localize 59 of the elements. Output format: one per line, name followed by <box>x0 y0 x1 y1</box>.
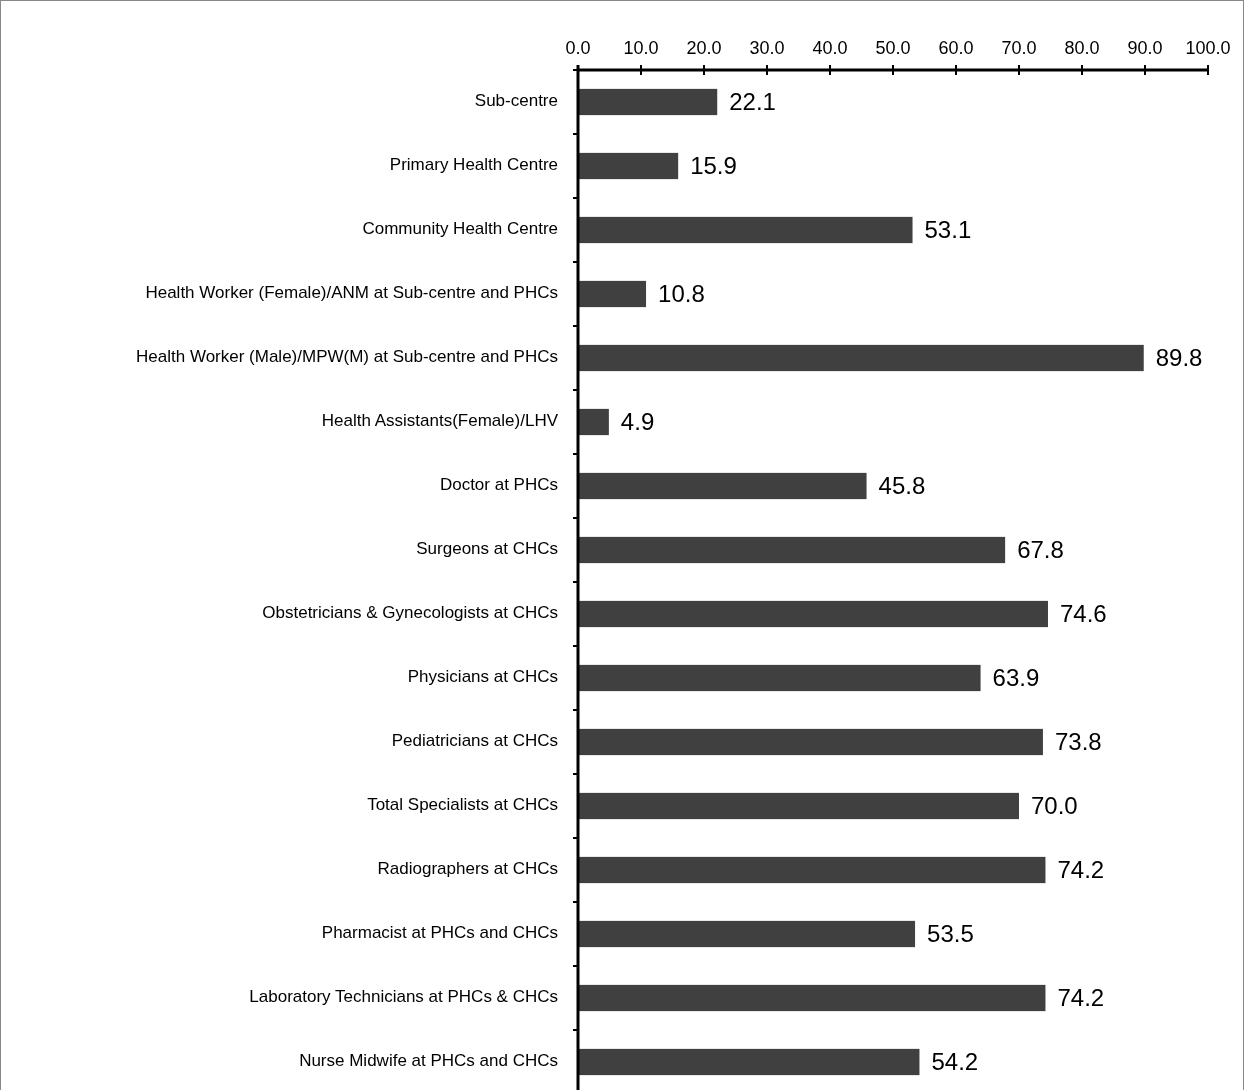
y-tick-label: Pediatricians at CHCs <box>391 731 558 751</box>
bar <box>578 472 867 500</box>
y-tick-label: Surgeons at CHCs <box>416 539 558 559</box>
data-label: 53.1 <box>924 216 972 244</box>
bar <box>578 216 913 244</box>
x-tick-label: 80.0 <box>1064 38 1100 58</box>
y-tick-label: Health Assistants(Female)/LHV <box>321 411 559 431</box>
y-tick-label: Nurse Midwife at PHCs and CHCs <box>299 1051 558 1071</box>
data-label: 89.8 <box>1155 344 1203 372</box>
bar <box>578 88 718 116</box>
data-label: 4.9 <box>620 408 655 436</box>
x-tick-label: 0.0 <box>565 38 591 58</box>
x-tick-label: 20.0 <box>686 38 722 58</box>
y-tick-label: Physicians at CHCs <box>407 667 558 687</box>
data-label: 22.1 <box>729 88 776 116</box>
bar <box>578 280 647 308</box>
x-tick-label: 70.0 <box>1001 38 1037 58</box>
data-label: 73.8 <box>1054 728 1102 756</box>
x-tick-label: 60.0 <box>938 38 974 58</box>
y-tick-label: Radiographers at CHCs <box>377 859 558 879</box>
bar <box>578 920 916 948</box>
bar <box>578 408 609 436</box>
data-label: 67.8 <box>1017 536 1064 564</box>
y-tick-label: Total Specialists at CHCs <box>367 795 558 815</box>
x-tick-label: 10.0 <box>623 38 659 58</box>
y-tick-label: Doctor at PHCs <box>439 475 558 495</box>
x-tick-label: 90.0 <box>1127 38 1163 58</box>
data-label: 15.9 <box>690 152 737 180</box>
y-tick-label: Community Health Centre <box>362 219 558 239</box>
data-label: 63.9 <box>992 664 1040 692</box>
data-label: 10.8 <box>658 280 705 308</box>
y-tick-label: Obstetricians & Gynecologists at CHCs <box>262 603 558 623</box>
y-tick-label: Sub-centre <box>474 91 558 111</box>
y-tick-label: Health Worker (Male)/MPW(M) at Sub-centre and PHCs <box>136 347 558 367</box>
bar <box>578 536 1006 564</box>
data-label: 74.2 <box>1057 856 1105 884</box>
x-tick-label: 30.0 <box>749 38 785 58</box>
data-label: 74.2 <box>1057 984 1105 1012</box>
y-tick-label: Health Worker (Female)/ANM at Sub-centre and PHCs <box>145 283 558 303</box>
bar <box>578 792 1019 820</box>
x-tick-label: 40.0 <box>812 38 848 58</box>
y-tick-label: Primary Health Centre <box>389 155 558 175</box>
data-label: 45.8 <box>878 472 926 500</box>
bar <box>578 1048 920 1076</box>
x-tick-label: 50.0 <box>875 38 911 58</box>
data-label: 53.5 <box>927 920 974 948</box>
bar <box>578 728 1043 756</box>
data-label: 54.2 <box>931 1048 979 1076</box>
data-label: 70.0 <box>1031 792 1078 820</box>
bar <box>578 856 1046 884</box>
y-tick-label: Laboratory Technicians at PHCs & CHCs <box>249 987 558 1007</box>
x-tick-label: 100.0 <box>1185 38 1231 58</box>
bar <box>578 664 981 692</box>
bar <box>578 984 1046 1012</box>
bar <box>578 152 679 180</box>
y-tick-label: Pharmacist at PHCs and CHCs <box>321 923 558 943</box>
bar <box>578 600 1048 628</box>
bar <box>578 344 1144 372</box>
data-label: 74.6 <box>1059 600 1107 628</box>
